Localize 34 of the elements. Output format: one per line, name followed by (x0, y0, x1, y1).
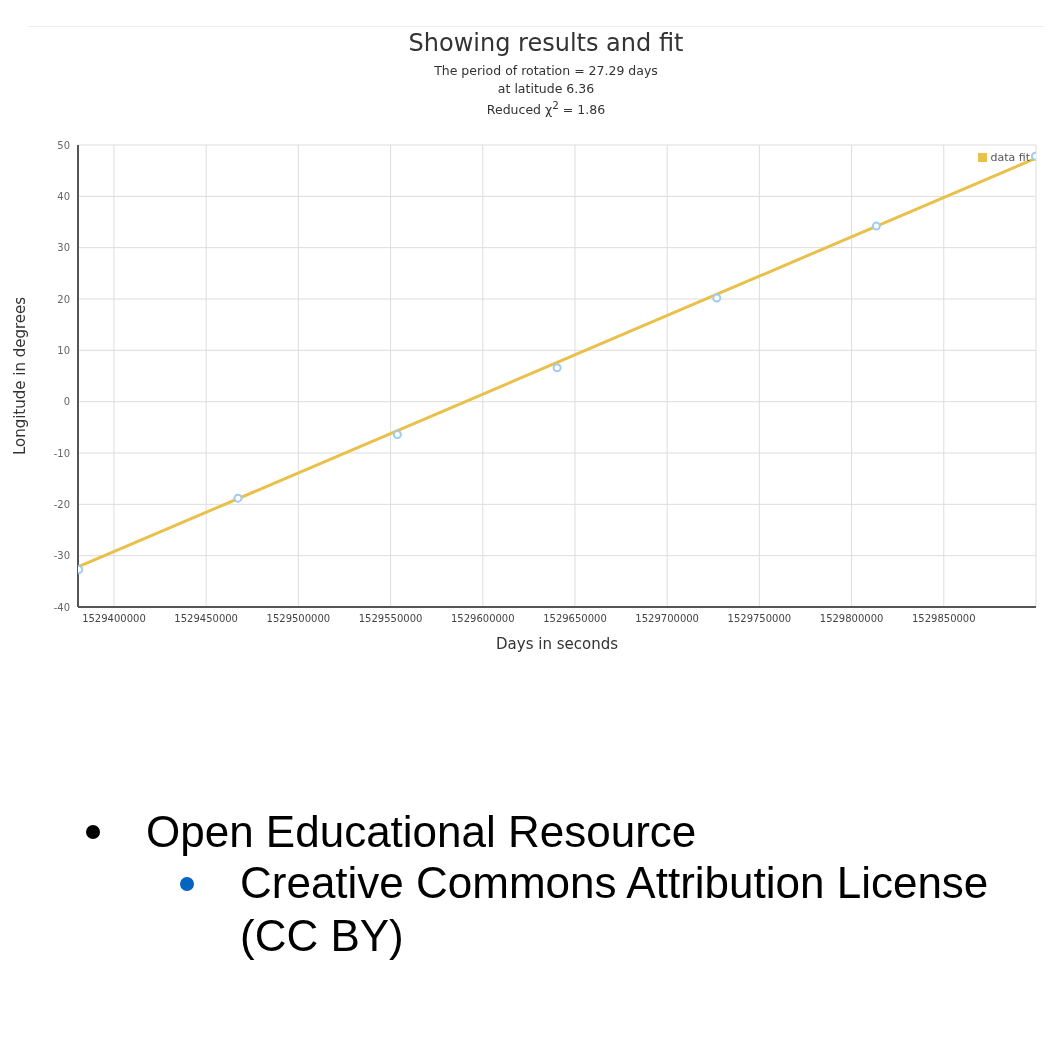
y-tick-label: 10 (57, 345, 70, 357)
x-tick-label: 1529450000 (174, 613, 238, 625)
x-tick-label: 1529600000 (450, 613, 515, 625)
y-tick-label: 40 (57, 191, 70, 203)
text: at latitude 6.36 (497, 81, 595, 96)
y-tick-label: 30 (57, 242, 70, 254)
legend-label: data fit (990, 151, 1030, 165)
y-tick-label: 20 (57, 293, 70, 305)
chart-subtitle: The period of rotation = 27.29 days (434, 63, 658, 78)
x-axis-title: Days in seconds (496, 635, 619, 654)
point (233, 493, 243, 503)
x-tick-label: 1529800000 (819, 613, 884, 625)
x-tick-label: 1529700000 (635, 613, 699, 625)
x-tick-label: 1529650000 (543, 613, 607, 625)
point (392, 430, 402, 440)
x-tick-label: 1529500000 (266, 613, 331, 625)
x-tick-label: 1529400000 (82, 613, 146, 625)
text: Open Educational Resource (146, 807, 697, 858)
y-tick-label: -30 (53, 550, 70, 562)
y-tick-label: -10 (53, 447, 70, 459)
x-tick-label: 1529550000 (358, 613, 423, 625)
x-tick-label: 1529750000 (727, 613, 792, 625)
y-tick-label: -40 (53, 601, 70, 613)
point (871, 221, 881, 231)
text: Reduced χ$^{2}$ = 1.86 (486, 99, 606, 118)
x-tick-label: 1529850000 (911, 613, 976, 625)
point (552, 363, 562, 373)
text: Creative Commons Attribution License (CC BY) (240, 858, 989, 960)
point (712, 293, 722, 303)
y-tick-label: 50 (57, 139, 70, 151)
chart-title: Showing results and fit (407, 29, 685, 57)
y-axis-title: Longitude in degrees (11, 296, 30, 456)
y-tick-label: 0 (63, 396, 70, 408)
y-tick-label: -20 (53, 499, 70, 511)
